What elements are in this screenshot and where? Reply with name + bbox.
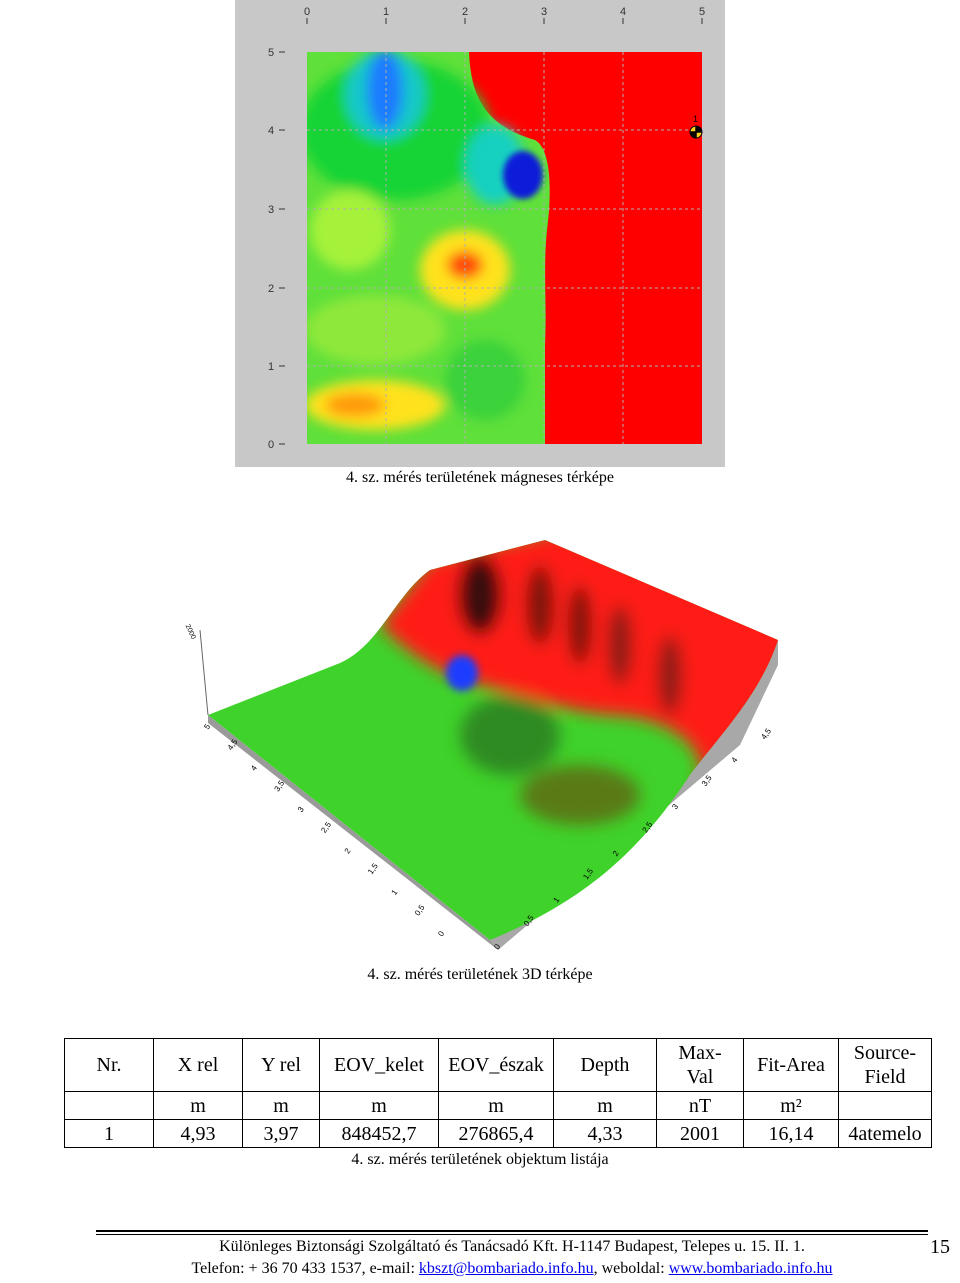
map2d-y-tick: 2 bbox=[268, 283, 274, 295]
map3d-left-axis-tick: 0 bbox=[436, 929, 446, 938]
page-number: 15 bbox=[930, 1236, 950, 1258]
magnetic-map-2d: 0 1 2 3 4 5 0 1 2 3 4 5 1 bbox=[235, 0, 725, 467]
magnetic-map-3d: 2000 00,511,522,533,544,55 00,511,522,53… bbox=[184, 540, 778, 951]
table-header-cell: Fit-Area bbox=[743, 1038, 839, 1092]
map3d-right-axis-tick: 3 bbox=[670, 802, 680, 811]
table-header-cell: EOV_kelet bbox=[319, 1038, 439, 1092]
map3d-olive-patch bbox=[520, 765, 640, 825]
footer-separator-text: , weboldal: bbox=[593, 1260, 669, 1277]
table-unit-cell: m bbox=[319, 1091, 439, 1120]
magnetic-map-2d-plot: 0 1 2 3 4 5 0 1 2 3 4 5 1 bbox=[268, 6, 725, 467]
table-cell: 4,33 bbox=[553, 1119, 657, 1148]
footer-phone-text: Telefon: + 36 70 433 1537, e-mail: bbox=[191, 1260, 419, 1277]
map3d-side-wall-front bbox=[208, 715, 498, 950]
object-marker-label: 1 bbox=[693, 114, 698, 124]
table-caption: 4. sz. mérés területének objektum listáj… bbox=[351, 1151, 609, 1168]
table-header-cell: Source- Field bbox=[838, 1038, 932, 1092]
table-unit-cell bbox=[64, 1091, 154, 1120]
table-cell: 276865,4 bbox=[438, 1119, 554, 1148]
table-unit-cell: m bbox=[242, 1091, 320, 1120]
table-cell: 2001 bbox=[656, 1119, 744, 1148]
map3d-left-axis-tick: 2 bbox=[343, 846, 353, 855]
map2d-x-tick: 4 bbox=[620, 6, 626, 18]
table-header-cell: X rel bbox=[153, 1038, 243, 1092]
table-header-cell: Depth bbox=[553, 1038, 657, 1092]
table-unit-cell bbox=[838, 1091, 932, 1120]
map3d-dark-ridge bbox=[658, 635, 682, 715]
map3d-dark-ridge bbox=[568, 585, 592, 665]
map3d-dark-ridge bbox=[526, 565, 554, 645]
map2d-blue-streak bbox=[367, 52, 403, 130]
table-header-cell: Y rel bbox=[242, 1038, 320, 1092]
table-header-cell: Nr. bbox=[64, 1038, 154, 1092]
map2d-y-tick: 5 bbox=[268, 47, 274, 59]
map2d-y-tick: 4 bbox=[268, 125, 274, 137]
map3d-blue-anomaly bbox=[446, 655, 478, 691]
table-unit-cell: m bbox=[553, 1091, 657, 1120]
map2d-orange-spot bbox=[325, 393, 385, 417]
map2d-grid bbox=[307, 52, 702, 444]
map3d-left-axis-tick: 2,5 bbox=[319, 820, 333, 835]
map3d-left-axis-tick: 3 bbox=[296, 805, 306, 814]
map3d-dark-ridge bbox=[608, 605, 632, 685]
map2d-x-tick: 3 bbox=[541, 6, 547, 18]
table-cell: 4,93 bbox=[153, 1119, 243, 1148]
map2d-blue-anomaly bbox=[503, 151, 543, 199]
table-header-line: Max- bbox=[678, 1042, 722, 1064]
map3d-dark-ridge bbox=[458, 555, 502, 635]
footer-contact-line: Telefon: + 36 70 433 1537, e-mail: kbszt… bbox=[96, 1260, 928, 1278]
map3d-left-axis-tick: 5 bbox=[202, 722, 212, 731]
map3d-green-valley bbox=[460, 695, 560, 775]
map2d-x-tick: 0 bbox=[304, 6, 310, 18]
map3d-left-axis-tick: 1 bbox=[389, 887, 399, 896]
table-unit-cell: m bbox=[153, 1091, 243, 1120]
table-unit-cell: m bbox=[438, 1091, 554, 1120]
map2d-y-tick: 0 bbox=[268, 439, 274, 451]
map3d-caption: 4. sz. mérés területének 3D térképe bbox=[367, 966, 593, 983]
map3d-left-axis-tick: 4 bbox=[249, 763, 259, 772]
table-header-line: Field bbox=[864, 1066, 906, 1088]
map2d-x-tick: 2 bbox=[462, 6, 468, 18]
table-header-cell: EOV_észak bbox=[438, 1038, 554, 1092]
object-marker-icon bbox=[689, 125, 703, 139]
map2d-lower-blob bbox=[307, 295, 445, 365]
map3d-vertical-axis bbox=[199, 629, 209, 716]
map2d-x-tick: 5 bbox=[699, 6, 705, 18]
footer-email-link[interactable]: kbszt@bombariado.info.hu bbox=[418, 1260, 594, 1277]
table-header-row: Nr. X rel Y rel EOV_kelet EOV_észak Dept… bbox=[64, 1038, 932, 1092]
map3d-right-axis-tick: 1 bbox=[552, 895, 562, 904]
map2d-x-tick: 1 bbox=[383, 6, 389, 18]
table-cell: 3,97 bbox=[242, 1119, 320, 1148]
table-cell: 848452,7 bbox=[319, 1119, 439, 1148]
map3d-right-axis-tick: 4 bbox=[730, 755, 740, 764]
map2d-y-tick: 3 bbox=[268, 204, 274, 216]
map2d-yellowgreen-blob bbox=[310, 190, 390, 270]
table-cell: 16,14 bbox=[743, 1119, 839, 1148]
table-header-line: Source- bbox=[853, 1042, 917, 1064]
table-unit-cell: m² bbox=[743, 1091, 839, 1120]
map3d-left-axis-tick: 1,5 bbox=[366, 861, 380, 876]
map2d-green-lower bbox=[445, 340, 525, 420]
map3d-right-axis-tick: 2 bbox=[611, 849, 621, 858]
footer-rule bbox=[96, 1230, 928, 1232]
footer-rule bbox=[96, 1234, 928, 1235]
map3d-right-axis-tick: 4,5 bbox=[759, 726, 773, 741]
object-list-table: Nr. X rel Y rel EOV_kelet EOV_észak Dept… bbox=[64, 1038, 932, 1148]
table-cell: 1 bbox=[64, 1119, 154, 1148]
map3d-vertical-axis-label: 2000 bbox=[184, 623, 197, 640]
table-units-row: m m m m m nT m² bbox=[64, 1091, 932, 1120]
map2d-y-tick: 1 bbox=[268, 361, 274, 373]
footer-website-link[interactable]: www.bombariado.info.hu bbox=[668, 1260, 833, 1277]
footer-company-line: Különleges Biztonsági Szolgáltató és Tan… bbox=[219, 1238, 805, 1255]
table-header-cell: Max- Val bbox=[656, 1038, 744, 1092]
map2d-caption: 4. sz. mérés területének mágneses térkép… bbox=[346, 469, 614, 486]
map3d-left-axis-tick: 0,5 bbox=[413, 903, 427, 918]
table-header-line: Val bbox=[686, 1066, 714, 1088]
table-cell: 4atemelo bbox=[838, 1119, 932, 1148]
table-row: 1 4,93 3,97 848452,7 276865,4 4,33 2001 … bbox=[64, 1119, 932, 1148]
map3d-right-axis-tick: 0 bbox=[492, 942, 502, 951]
table-unit-cell: nT bbox=[656, 1091, 744, 1120]
